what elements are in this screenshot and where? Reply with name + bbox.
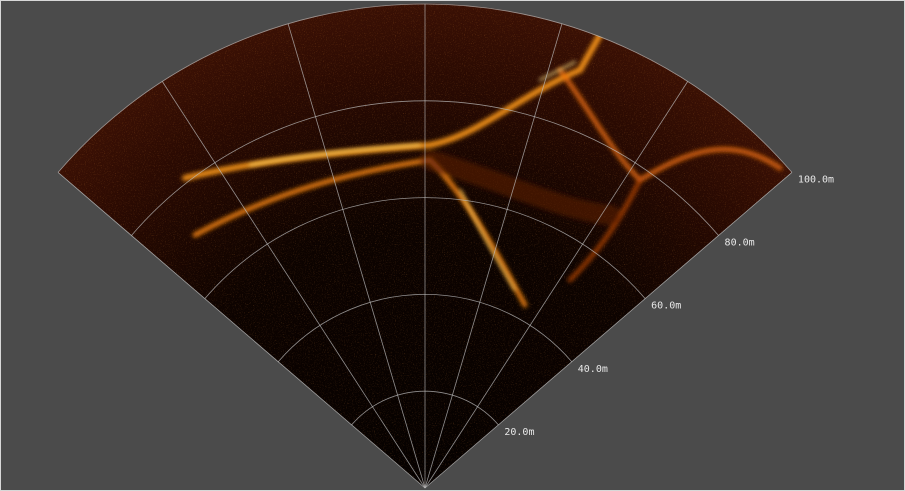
range-label: 60.0m bbox=[651, 301, 681, 312]
range-label: 20.0m bbox=[504, 427, 534, 438]
range-label: 100.0m bbox=[798, 174, 834, 185]
range-label: 40.0m bbox=[578, 364, 608, 375]
range-label: 80.0m bbox=[725, 238, 755, 249]
sonar-view: 20.0m 40.0m 60.0m 80.0m 100.0m bbox=[0, 0, 905, 491]
